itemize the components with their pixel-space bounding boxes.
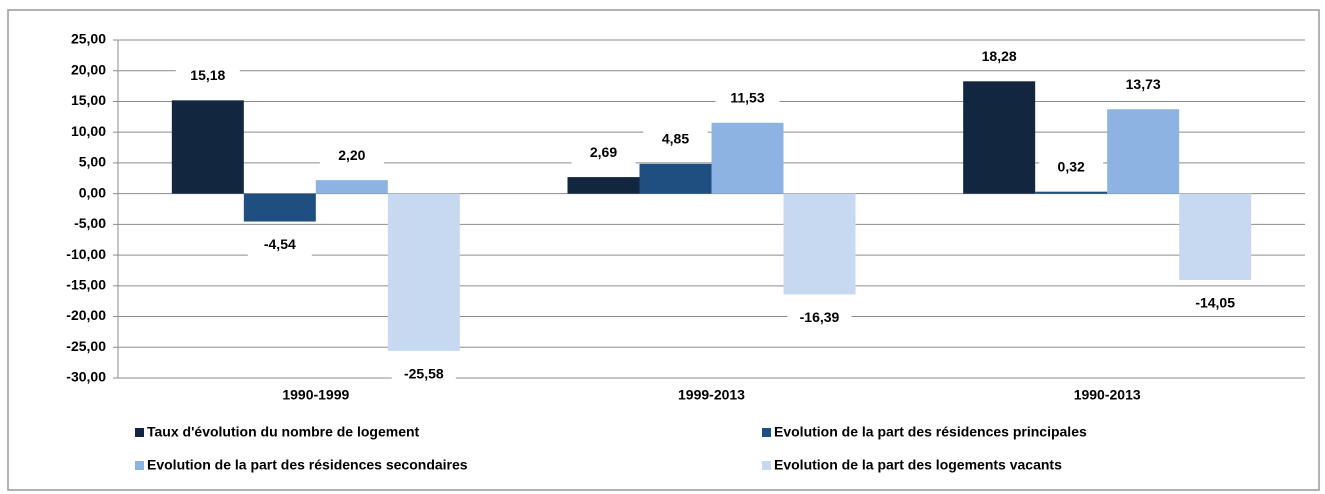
bar xyxy=(963,81,1036,194)
y-tick-label: -25,00 xyxy=(66,338,106,354)
y-tick-label: 25,00 xyxy=(71,31,106,47)
data-label: 13,73 xyxy=(1126,76,1161,92)
bar xyxy=(639,163,712,194)
data-label: -25,58 xyxy=(404,366,444,382)
data-label-bg xyxy=(175,65,240,88)
legend-label: Taux d'évolution du nombre de logement xyxy=(147,424,420,440)
data-label-bg xyxy=(1183,292,1248,315)
y-tick-label: -5,00 xyxy=(74,215,106,231)
bar xyxy=(243,193,316,222)
data-label-bg xyxy=(1039,156,1104,179)
data-label-bg xyxy=(1111,74,1176,97)
legend-label: Evolution de la part des résidences prin… xyxy=(774,424,1087,440)
data-label: -16,39 xyxy=(800,309,840,325)
x-tick-label: 1999-2013 xyxy=(678,387,745,403)
y-tick-label: -30,00 xyxy=(66,369,106,385)
data-label: 0,32 xyxy=(1058,158,1085,174)
legend-swatch xyxy=(762,461,771,470)
data-label: -14,05 xyxy=(1195,295,1235,311)
data-label: 2,69 xyxy=(590,144,617,160)
data-label-bg xyxy=(319,145,384,168)
data-label: 18,28 xyxy=(982,48,1017,64)
y-tick-label: 5,00 xyxy=(79,154,106,170)
bar xyxy=(711,122,784,194)
data-label-bg xyxy=(247,234,312,257)
data-label-bg xyxy=(571,142,636,165)
data-label: 4,85 xyxy=(662,131,689,147)
data-label-bg xyxy=(643,128,708,151)
legend-swatch xyxy=(135,428,144,437)
y-tick-label: 20,00 xyxy=(71,61,106,77)
bar xyxy=(783,193,856,295)
data-label: 15,18 xyxy=(190,67,225,83)
y-tick-label: 15,00 xyxy=(71,92,106,108)
bar xyxy=(1035,191,1108,194)
legend-swatch xyxy=(762,428,771,437)
data-label: 2,20 xyxy=(338,147,365,163)
bar xyxy=(387,193,460,351)
bar xyxy=(1107,109,1180,194)
y-tick-label: -20,00 xyxy=(66,307,106,323)
y-tick-label: -15,00 xyxy=(66,277,106,293)
data-label-bg xyxy=(787,307,852,330)
legend-label: Evolution de la part des résidences seco… xyxy=(147,457,468,473)
y-tick-label: 0,00 xyxy=(79,184,106,200)
data-label-bg xyxy=(715,87,780,110)
bar xyxy=(171,100,244,194)
bar xyxy=(567,177,640,194)
data-label: 11,53 xyxy=(730,89,764,105)
data-label: -4,54 xyxy=(264,236,296,252)
x-tick-label: 1990-1999 xyxy=(282,387,349,403)
legend-swatch xyxy=(135,461,144,470)
y-tick-label: -10,00 xyxy=(66,246,106,262)
legend-label: Evolution de la part des logements vacan… xyxy=(774,457,1062,473)
data-label-bg xyxy=(967,46,1032,69)
y-tick-label: 10,00 xyxy=(71,123,106,139)
chart-frame xyxy=(7,9,1320,491)
x-tick-label: 1990-2013 xyxy=(1074,387,1141,403)
bar xyxy=(1179,193,1252,280)
bar xyxy=(315,180,388,194)
data-label-bg xyxy=(391,363,456,386)
